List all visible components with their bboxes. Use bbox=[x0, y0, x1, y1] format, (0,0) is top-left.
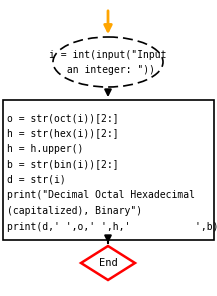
Bar bbox=[3, 100, 214, 240]
Text: h = h.upper(): h = h.upper() bbox=[7, 144, 83, 154]
Text: h = str(hex(i))[2:]: h = str(hex(i))[2:] bbox=[7, 128, 119, 139]
Text: an integer: ")): an integer: ")) bbox=[61, 65, 155, 75]
Text: b = str(bin(i))[2:]: b = str(bin(i))[2:] bbox=[7, 160, 119, 170]
Text: d = str(i): d = str(i) bbox=[7, 175, 66, 185]
Text: i = int(input("Input: i = int(input("Input bbox=[49, 50, 167, 60]
Text: End: End bbox=[99, 258, 117, 268]
Text: print("Decimal Octal Hexadecimal: print("Decimal Octal Hexadecimal bbox=[7, 191, 195, 200]
Text: print(d,' ',o,' ',h,'           ',b): print(d,' ',o,' ',h,' ',b) bbox=[7, 221, 217, 231]
Polygon shape bbox=[81, 246, 135, 280]
Text: (capitalized), Binary"): (capitalized), Binary") bbox=[7, 206, 142, 216]
Ellipse shape bbox=[53, 37, 163, 87]
Text: o = str(oct(i))[2:]: o = str(oct(i))[2:] bbox=[7, 113, 119, 123]
